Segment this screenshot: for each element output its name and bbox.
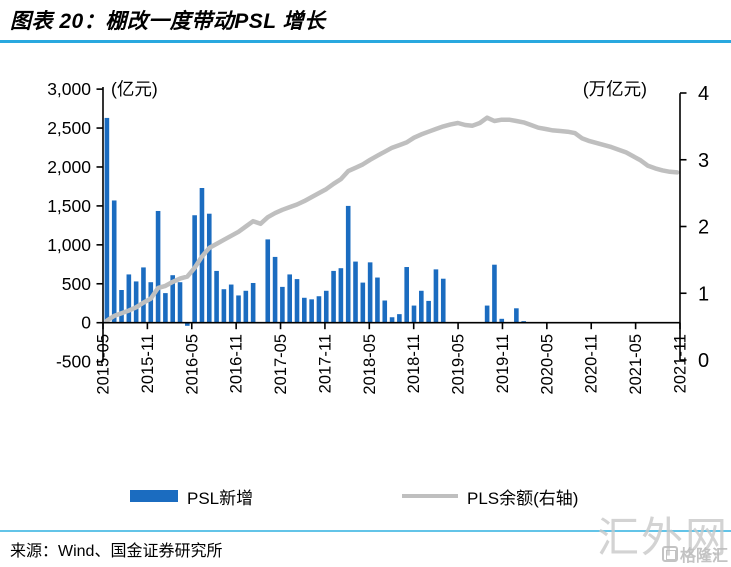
svg-text:2017-05: 2017-05	[272, 334, 290, 395]
line-series-label: PLS余额(右轴)	[467, 488, 579, 508]
right-axis-labels: 4 3 2 1 0	[698, 83, 709, 372]
psl-bar	[375, 277, 380, 323]
psl-bar	[309, 299, 314, 323]
source-text: 来源：Wind、国金证券研究所	[10, 543, 223, 560]
psl-bar	[499, 318, 505, 323]
psl-balance-line	[104, 115, 680, 323]
psl-bar	[389, 317, 395, 323]
title-divider	[0, 40, 731, 43]
psl-bar	[316, 296, 322, 323]
psl-bar	[331, 270, 336, 323]
psl-bar	[302, 297, 307, 323]
svg-text:2016-05: 2016-05	[183, 334, 201, 395]
svg-text:4: 4	[698, 83, 709, 105]
svg-text:2020-11: 2020-11	[583, 334, 601, 393]
psl-bar	[155, 210, 161, 323]
watermark-small-text: 格隆汇	[679, 548, 728, 565]
psl-bar	[228, 284, 234, 323]
psl-bar	[367, 262, 373, 323]
psl-bar	[353, 261, 358, 323]
svg-text:2021-05: 2021-05	[627, 334, 645, 395]
psl-bar	[287, 274, 292, 323]
svg-text:0: 0	[81, 313, 91, 333]
svg-text:2018-05: 2018-05	[361, 334, 379, 395]
svg-text:2015-05: 2015-05	[95, 334, 113, 395]
psl-bar	[243, 290, 249, 323]
svg-text:3,000: 3,000	[47, 79, 91, 99]
svg-text:2016-11: 2016-11	[228, 334, 246, 393]
left-axis-labels: 3,000 2,500 2,000 1,500 1,000 500 0 -500	[47, 79, 91, 372]
psl-bar	[345, 205, 351, 323]
svg-text:500: 500	[62, 274, 91, 294]
right-axis-unit: (万亿元)	[583, 79, 647, 99]
psl-bar	[126, 274, 132, 323]
psl-bar	[250, 282, 256, 323]
psl-bar	[338, 268, 344, 323]
axes	[96, 87, 687, 363]
psl-bar	[419, 290, 424, 323]
svg-text:-500: -500	[56, 352, 91, 372]
psl-bar	[492, 264, 497, 323]
psl-combo-chart: 3,000 2,500 2,000 1,500 1,000 500 0 -500 4 3 2 1 0 (亿…	[47, 79, 709, 395]
figure-title: 图表 20：棚改一度带动PSL 增长	[10, 10, 326, 33]
svg-text:2018-11: 2018-11	[405, 334, 423, 393]
legend-item-psl-new: PSL新增	[130, 483, 253, 509]
psl-new-bars	[104, 117, 526, 326]
psl-bar	[141, 267, 146, 323]
psl-bar	[185, 322, 190, 326]
psl-bar	[382, 300, 388, 323]
psl-bar	[323, 290, 329, 323]
bar-series-swatch	[130, 490, 178, 502]
watermark-logo-icon	[661, 546, 678, 562]
psl-bar	[206, 213, 212, 323]
psl-bar	[214, 270, 219, 323]
svg-text:2015-11: 2015-11	[139, 334, 157, 393]
svg-text:2: 2	[698, 217, 709, 239]
svg-text:2017-11: 2017-11	[316, 334, 334, 393]
psl-bar	[104, 117, 110, 323]
psl-bar	[360, 282, 366, 323]
bar-series-label: PSL新增	[187, 488, 254, 508]
svg-text:0: 0	[698, 350, 709, 372]
psl-bar	[221, 289, 227, 323]
svg-text:1,000: 1,000	[47, 235, 91, 255]
psl-bar	[280, 286, 285, 323]
legend-item-psl-balance: PLS余额(右轴)	[402, 483, 578, 509]
psl-bar	[148, 282, 154, 323]
svg-text:2,000: 2,000	[47, 157, 91, 177]
psl-bar	[119, 290, 124, 323]
svg-text:1: 1	[698, 283, 709, 305]
svg-text:2019-11: 2019-11	[494, 334, 512, 393]
psl-bar	[433, 269, 439, 323]
watermark-small: 格隆汇	[661, 542, 728, 566]
svg-text:3: 3	[698, 150, 709, 172]
line-series-swatch	[402, 494, 458, 498]
psl-bar	[397, 314, 402, 323]
psl-bar	[170, 275, 176, 323]
psl-bar	[272, 256, 278, 323]
psl-bar	[265, 239, 271, 323]
svg-text:2019-05: 2019-05	[450, 334, 468, 395]
svg-text:1,500: 1,500	[47, 196, 91, 216]
psl-bar	[404, 267, 409, 323]
psl-bar	[294, 279, 300, 323]
psl-bar	[133, 281, 139, 323]
psl-bar	[411, 305, 417, 323]
footer-divider	[0, 530, 731, 532]
psl-bar	[177, 282, 183, 323]
chart-legend: PSL新增 PLS余额(右轴)	[0, 483, 731, 509]
psl-bar	[440, 278, 446, 323]
x-axis-labels: 2015-05 2015-11 2016-05 2016-11 2017-05 2017-…	[95, 334, 690, 395]
psl-bar	[111, 200, 117, 323]
psl-bar	[514, 308, 519, 323]
left-axis-unit: (亿元)	[111, 79, 158, 99]
svg-text:2021-11: 2021-11	[672, 334, 690, 393]
psl-bar	[426, 300, 431, 323]
psl-bar	[236, 295, 241, 323]
svg-text:2020-05: 2020-05	[538, 334, 556, 395]
psl-bar	[484, 305, 490, 323]
psl-bar	[163, 293, 168, 323]
svg-text:2,500: 2,500	[47, 118, 91, 138]
